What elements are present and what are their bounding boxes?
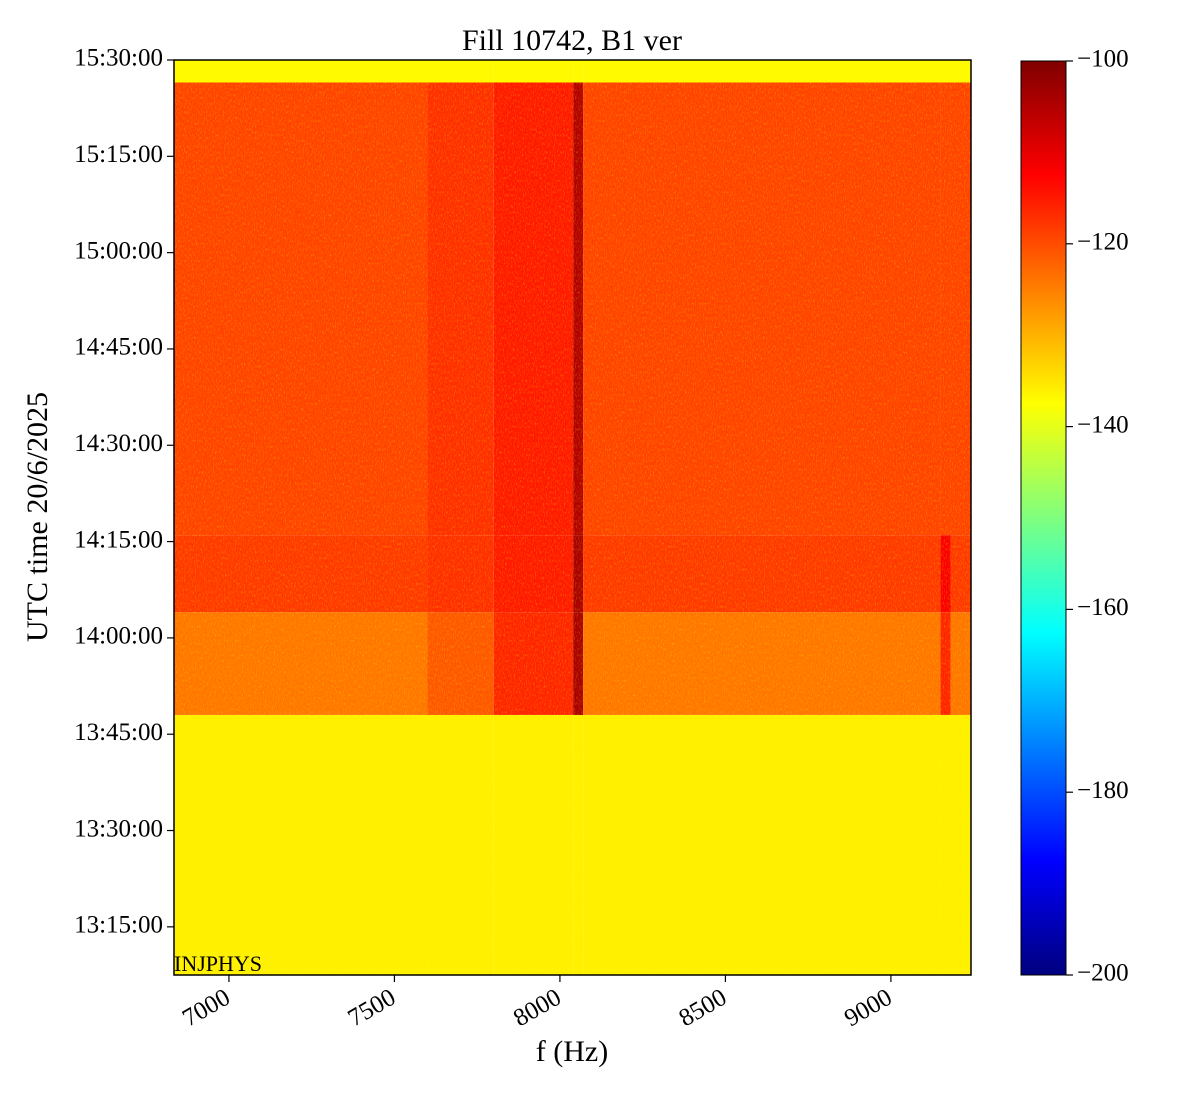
x-tick-label: 9000 — [840, 984, 897, 1032]
y-tick-label: 15:00:00 — [74, 237, 163, 264]
annotation: INJPHYS — [174, 951, 262, 976]
colorbar-tick-label: −100 — [1077, 46, 1129, 73]
colorbar-tick-label: −180 — [1077, 777, 1129, 804]
y-axis-label: UTC time 20/6/2025 — [21, 392, 54, 642]
noise-texture — [174, 60, 971, 975]
y-tick-label: 15:15:00 — [74, 141, 163, 168]
y-tick-label: 13:45:00 — [74, 719, 163, 746]
colorbar-tick-label: −120 — [1077, 229, 1129, 256]
x-axis-label: f (Hz) — [536, 1035, 608, 1068]
y-tick-label: 13:15:00 — [74, 912, 163, 939]
y-tick-label: 14:00:00 — [74, 623, 163, 650]
colorbar-tick-label: −140 — [1077, 411, 1129, 438]
colorbar — [1020, 60, 1067, 976]
y-tick-label: 14:45:00 — [74, 334, 163, 361]
y-tick-label: 15:30:00 — [74, 45, 163, 72]
colorbar-tick-label: −200 — [1077, 960, 1129, 987]
colorbar-tick-label: −160 — [1077, 594, 1129, 621]
x-tick-label: 8000 — [509, 984, 566, 1032]
x-tick-label: 7000 — [178, 984, 235, 1032]
x-tick-label: 7500 — [343, 984, 400, 1032]
chart-title: Fill 10742, B1 ver — [462, 24, 682, 57]
y-tick-label: 14:30:00 — [74, 430, 163, 457]
x-tick-label: 8500 — [674, 984, 731, 1032]
y-tick-label: 14:15:00 — [74, 526, 163, 553]
plot-frame — [173, 59, 972, 976]
y-tick-label: 13:30:00 — [74, 815, 163, 842]
